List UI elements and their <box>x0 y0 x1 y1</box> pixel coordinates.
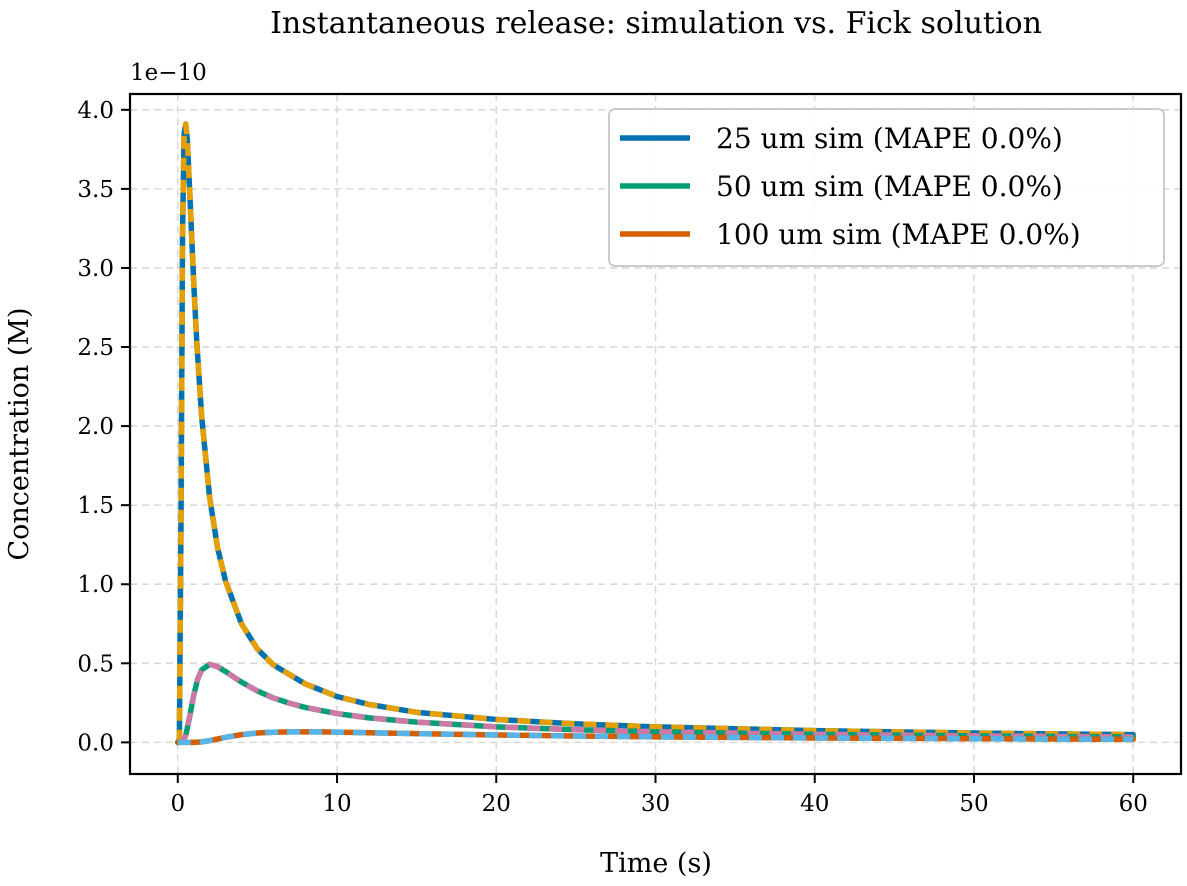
y-tick-label: 1.5 <box>77 493 114 519</box>
x-tick-label: 20 <box>482 791 511 817</box>
x-tick-label: 60 <box>1119 791 1148 817</box>
x-tick-label: 10 <box>322 791 351 817</box>
series-line-1 <box>175 121 1134 744</box>
y-tick-label: 4.0 <box>77 98 114 124</box>
plot-area <box>175 121 1136 746</box>
chart-title: Instantaneous release: simulation vs. Fi… <box>270 6 1042 41</box>
x-tick-label: 30 <box>641 791 670 817</box>
x-axis: 0 10 20 30 40 50 60 <box>170 774 1148 817</box>
y-tick-label: 1.0 <box>77 572 114 598</box>
y-scale-offset-label: 1e−10 <box>130 60 207 86</box>
x-tick-label: 50 <box>959 791 988 817</box>
y-tick-label: 3.0 <box>77 256 114 282</box>
y-axis-label: Concentration (M) <box>4 307 35 560</box>
y-tick-label: 0.0 <box>77 730 114 756</box>
y-tick-label: 2.5 <box>77 335 114 361</box>
x-tick-label: 0 <box>170 791 185 817</box>
legend-label: 100 um sim (MAPE 0.0%) <box>716 218 1081 251</box>
y-axis: 0.0 0.5 1.0 1.5 2.0 2.5 3.0 3.5 4.0 <box>77 98 130 756</box>
y-tick-label: 0.5 <box>77 651 114 677</box>
series-line-3 <box>177 661 1134 746</box>
legend-label: 25 um sim (MAPE 0.0%) <box>716 122 1063 155</box>
legend-box <box>608 108 1165 267</box>
series-line-5 <box>177 729 1134 746</box>
x-tick-label: 40 <box>800 791 829 817</box>
legend: 25 um sim (MAPE 0.0%) 50 um sim (MAPE 0.0… <box>608 108 1165 267</box>
y-tick-label: 2.0 <box>77 414 114 440</box>
y-tick-label: 3.5 <box>77 177 114 203</box>
legend-label: 50 um sim (MAPE 0.0%) <box>716 170 1063 203</box>
x-axis-label: Time (s) <box>600 848 712 879</box>
